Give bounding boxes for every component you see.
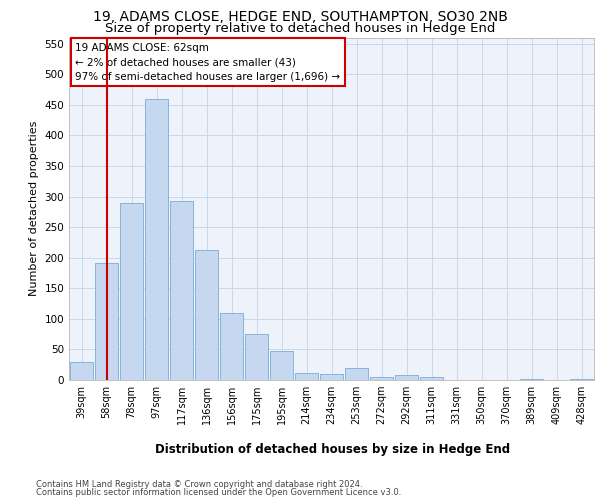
Bar	[320, 374, 343, 380]
Bar	[370, 377, 393, 380]
Y-axis label: Number of detached properties: Number of detached properties	[29, 121, 39, 296]
Bar	[220, 312, 243, 380]
Bar	[295, 372, 318, 380]
Bar	[70, 362, 93, 380]
Bar	[395, 375, 418, 380]
Bar	[145, 98, 168, 380]
Bar	[245, 334, 268, 380]
Bar	[120, 202, 143, 380]
Text: 19, ADAMS CLOSE, HEDGE END, SOUTHAMPTON, SO30 2NB: 19, ADAMS CLOSE, HEDGE END, SOUTHAMPTON,…	[92, 10, 508, 24]
Bar	[95, 262, 118, 380]
Text: Size of property relative to detached houses in Hedge End: Size of property relative to detached ho…	[105, 22, 495, 35]
Bar	[520, 379, 543, 380]
Text: Contains public sector information licensed under the Open Government Licence v3: Contains public sector information licen…	[36, 488, 401, 497]
Text: 19 ADAMS CLOSE: 62sqm
← 2% of detached houses are smaller (43)
97% of semi-detac: 19 ADAMS CLOSE: 62sqm ← 2% of detached h…	[76, 42, 340, 82]
Bar	[195, 250, 218, 380]
Bar	[270, 352, 293, 380]
Bar	[345, 368, 368, 380]
Text: Contains HM Land Registry data © Crown copyright and database right 2024.: Contains HM Land Registry data © Crown c…	[36, 480, 362, 489]
Bar	[420, 377, 443, 380]
Text: Distribution of detached houses by size in Hedge End: Distribution of detached houses by size …	[155, 442, 511, 456]
Bar	[170, 202, 193, 380]
